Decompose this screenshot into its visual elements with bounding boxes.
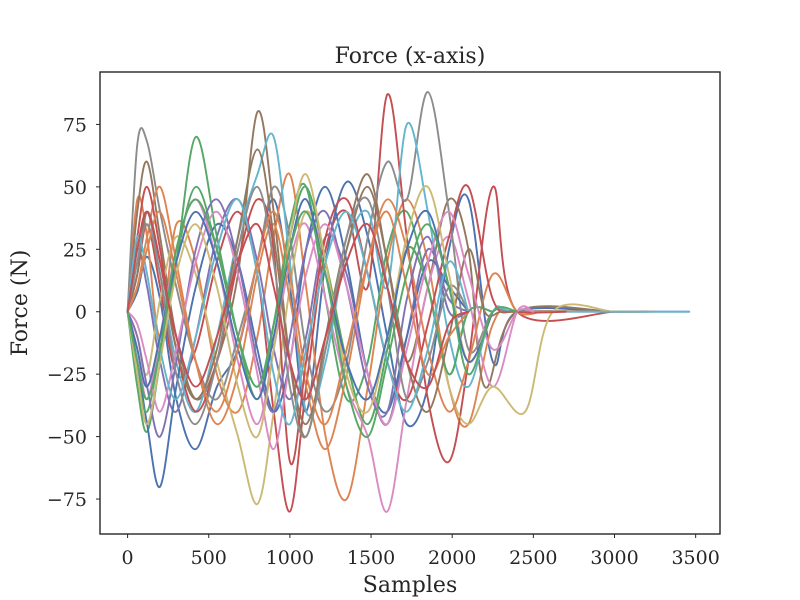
x-tick-label: 0 [122,547,134,569]
y-tick-label: 25 [63,239,87,261]
x-axis-label: Samples [363,573,457,598]
y-axis-label: Force (N) [8,250,33,357]
y-tick-label: 0 [75,302,87,324]
y-tick-label: −25 [47,364,87,386]
series-line-23 [126,198,519,438]
chart-title: Force (x-axis) [335,44,486,69]
x-tick-label: 1000 [266,547,314,569]
series-line-22 [126,210,470,426]
series-line-24 [126,210,470,401]
x-tick-group: 0 500 1000 1500 2000 2500 3000 3500 [122,534,720,569]
series-group [126,91,691,513]
y-tick-label: 75 [63,114,87,136]
y-tick-group: 75 50 25 0 −25 −50 −75 [47,114,100,511]
plot-frame [99,71,721,535]
x-tick-label: 1500 [347,547,395,569]
x-tick-label: 2000 [428,547,476,569]
series-line-17 [126,210,535,451]
x-tick-label: 3000 [590,547,638,569]
y-tick-label: −75 [47,489,87,511]
x-tick-label: 500 [191,547,227,569]
y-tick-label: −50 [47,427,87,449]
series-line-10 [126,121,691,417]
series-line-16 [126,148,519,426]
x-tick-label: 2500 [509,547,557,569]
x-tick-label: 3500 [671,547,719,569]
series-line-20 [126,198,470,426]
y-tick-label: 50 [63,177,87,199]
